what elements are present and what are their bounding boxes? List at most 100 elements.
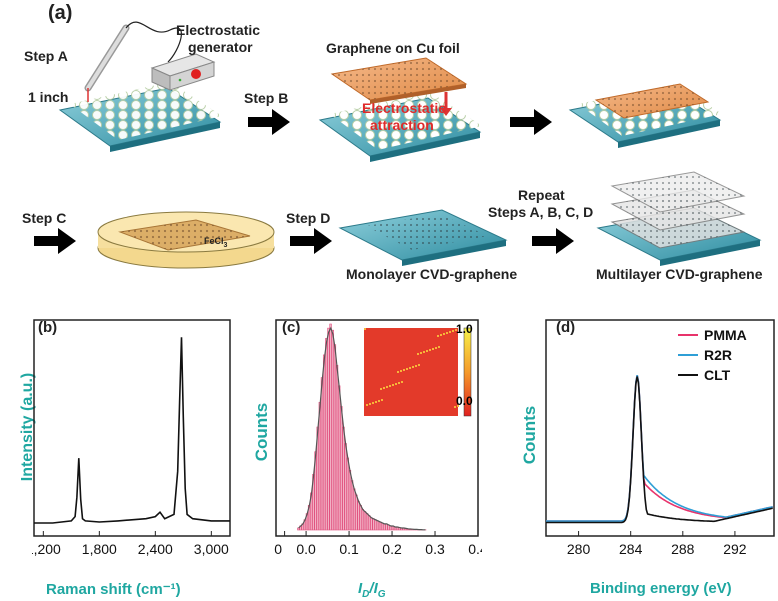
inset-map-spot: [446, 332, 448, 334]
one-inch-label: 1 inch: [28, 89, 69, 105]
repeat-label-1: Repeat: [518, 187, 565, 203]
x-tick-label: 1,800: [82, 541, 117, 557]
fecl3-subscript: 3: [223, 241, 228, 249]
inset-map-spot: [400, 370, 402, 372]
panel-a-label: (a): [48, 2, 73, 24]
inset-map-spot: [443, 333, 445, 335]
xps-line-r2r: [546, 374, 773, 522]
monolayer-label: Monolayer CVD-graphene: [346, 266, 518, 282]
inset-map-spot: [449, 331, 451, 333]
plot-frame: [545, 319, 775, 537]
panel-d-xlabel: Binding energy (eV): [590, 580, 732, 597]
histogram-bar: [374, 519, 377, 531]
panel-d-label: (d): [556, 319, 576, 336]
panel-c-colorbar-max: 1.0: [456, 322, 473, 336]
histogram-bar: [318, 401, 322, 531]
step-c-label: Step C: [22, 210, 67, 226]
histogram-bar: [338, 385, 341, 531]
xps-line-clt: [546, 376, 773, 524]
generator-label-1: Electrostatic: [176, 22, 261, 38]
panel-c-label: (c): [282, 319, 301, 336]
xlabel-i2: I: [373, 580, 378, 597]
xlabel-d: D: [362, 589, 370, 600]
step-d-label: Step D: [286, 210, 331, 226]
plot-frame: [275, 319, 479, 537]
histogram-bar: [348, 469, 352, 531]
inset-map-spot: [397, 371, 399, 373]
x-tick-label: 0.1: [339, 541, 359, 557]
panel-b-chart: 1,200 1,800 2,400 3,000: [32, 319, 231, 557]
x-tick-label: 292: [723, 541, 747, 557]
histogram-bar: [359, 504, 362, 531]
inset-map-spot: [383, 387, 385, 389]
arrow-repeat: [532, 228, 574, 254]
histogram-bar: [325, 338, 328, 531]
step-b-result-figure: [568, 83, 722, 148]
inset-map-spot: [438, 346, 440, 348]
xlabel-i1: I: [358, 580, 363, 597]
step-b-label: Step B: [244, 90, 289, 106]
inset-map-spot: [418, 364, 420, 366]
histogram-bar: [346, 457, 349, 531]
histogram-bar: [372, 518, 375, 531]
panel-a-schematic: [34, 21, 762, 269]
inset-map-spot: [415, 365, 417, 367]
inset-map-spot: [426, 350, 428, 352]
multilayer-label: Multilayer CVD-graphene: [596, 266, 763, 282]
histogram-bar: [327, 327, 330, 531]
inset-map-spot: [437, 335, 439, 337]
inset-map-spot: [432, 348, 434, 350]
step-a-figure: [58, 21, 222, 152]
histogram-bar: [363, 511, 367, 531]
inset-map-spot: [369, 403, 371, 405]
x-tick-label: 0.3: [425, 541, 445, 557]
histogram-bar: [320, 377, 324, 531]
colorbar: [463, 327, 472, 417]
inset-map-spot: [406, 368, 408, 370]
inset-map-spot: [395, 383, 397, 385]
arrow-step-c: [34, 228, 76, 254]
histogram-bar: [297, 527, 300, 531]
inset-map-spot: [457, 405, 459, 407]
x-tick-label: 0.2: [382, 541, 402, 557]
histogram-bar: [376, 520, 380, 531]
histogram-bar: [378, 521, 382, 531]
histogram-bar: [331, 329, 334, 531]
x-tick-label: 0.4: [468, 541, 482, 557]
panel-c-chart: 0 0.0 0.1 0.2 0.3 0.4: [274, 319, 482, 557]
inset-map-spot: [409, 367, 411, 369]
inset-map-spot: [366, 404, 368, 406]
inset-map-spot: [372, 402, 374, 404]
inset-map-spot: [440, 334, 442, 336]
inset-map-spot: [452, 330, 454, 332]
inset-map-spot: [398, 382, 400, 384]
histogram-bar: [333, 344, 337, 531]
inset-map-spot: [380, 388, 382, 390]
histogram-bar: [368, 515, 371, 531]
plot-frame: [33, 319, 231, 537]
histogram-bar: [342, 426, 345, 531]
inset-map-spot: [375, 401, 377, 403]
inset-map-spot: [420, 352, 422, 354]
inset-map-spot: [412, 366, 414, 368]
inset-map-spot: [364, 328, 366, 330]
step-b-figure: [318, 57, 482, 162]
histogram-bar: [355, 494, 358, 531]
panel-c-colorbar-min: 0.0: [456, 394, 473, 408]
histogram-bar: [335, 364, 339, 531]
arrow-step-b: [248, 109, 290, 135]
inset-map-spot: [386, 386, 388, 388]
histogram-bar: [344, 443, 347, 531]
x-tick-label: 1,200: [32, 541, 61, 557]
histogram-bar: [329, 323, 332, 531]
inset-map-spot: [389, 385, 391, 387]
histogram-bar: [365, 513, 369, 531]
graphene-on-cu-label: Graphene on Cu foil: [326, 40, 460, 56]
step-c-dish: [97, 211, 275, 269]
x-tick-label: 288: [671, 541, 695, 557]
xlabel-sep: /: [369, 580, 374, 597]
attraction-label-1: Electrostatic: [362, 100, 447, 116]
inset-map: [364, 328, 458, 416]
inset-map-spot: [423, 351, 425, 353]
legend-label: R2R: [704, 347, 732, 363]
